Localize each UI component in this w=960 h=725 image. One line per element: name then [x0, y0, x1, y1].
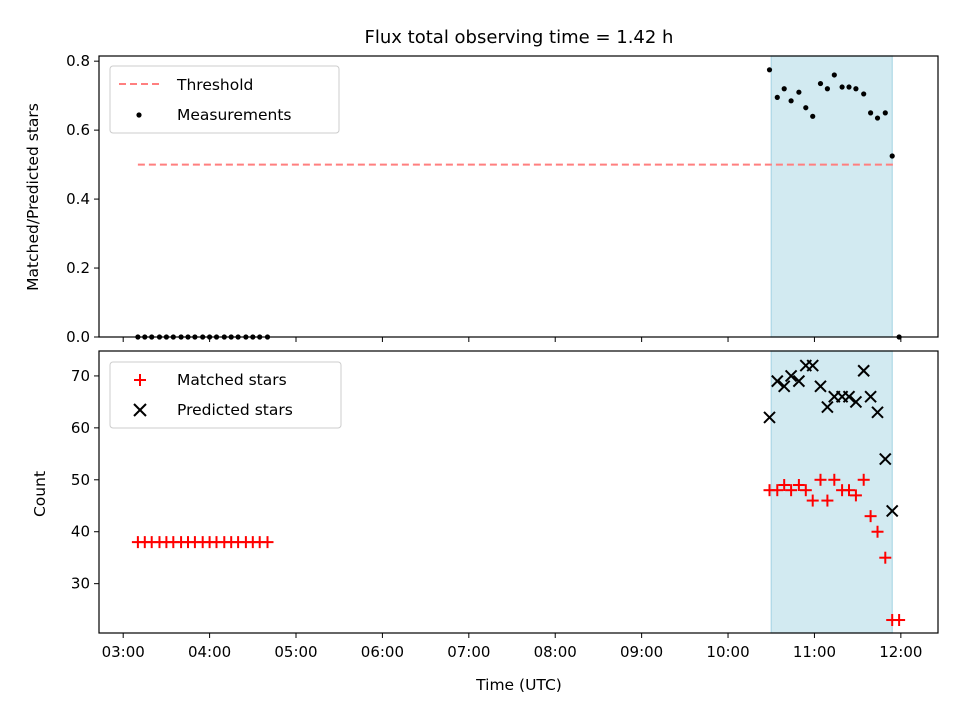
top-panel: 0.00.20.40.60.8 Matched/Predicted stars …: [24, 52, 939, 346]
measurements-legend-swatch: [136, 112, 142, 118]
predicted-star-point: [857, 364, 870, 377]
predicted-star-point: [763, 411, 776, 424]
measurement-point: [774, 94, 780, 100]
top-y-tick-label: 0.6: [66, 121, 90, 139]
chart-title: Flux total observing time = 1.42 h: [365, 27, 674, 48]
bottom-y-tick-label: 60: [71, 419, 90, 437]
bottom-y-axis-label: Count: [31, 471, 49, 517]
predicted-star-point: [821, 400, 834, 414]
x-tick-label: 05:00: [274, 643, 317, 661]
top-legend-box: [109, 65, 340, 134]
bottom-legend-box: [109, 361, 342, 429]
x-tick-label: 03:00: [102, 643, 145, 661]
matched-star-point: [814, 473, 827, 486]
top-y-tick-label: 0.8: [66, 52, 90, 70]
bottom-axes-frame: [98, 350, 939, 634]
matched-star-point: [843, 484, 856, 497]
x-tick-label: 07:00: [447, 643, 490, 661]
x-tick-label: 12:00: [879, 643, 922, 661]
predicted-star-point: [814, 380, 827, 393]
top-y-axis-label: Matched/Predicted stars: [24, 103, 42, 291]
x-tick-label: 10:00: [706, 643, 749, 661]
matched-star-point: [771, 484, 784, 497]
matched-star-point: [778, 478, 791, 491]
measurement-point: [796, 89, 802, 95]
measurement-point: [817, 80, 824, 87]
matched-star-point: [799, 484, 812, 497]
measurement-point: [853, 86, 859, 92]
top-legend: Threshold Measurements: [109, 65, 340, 134]
x-axis-label: Time (UTC): [475, 676, 562, 694]
measurement-point: [824, 86, 831, 92]
matched-legend-swatch: [134, 374, 146, 386]
predicted-star-point: [871, 406, 884, 419]
matched-star-point: [261, 536, 274, 549]
matched-star-point: [792, 478, 805, 491]
predicted-legend-swatch: [133, 403, 147, 417]
x-tick-label: 08:00: [534, 643, 577, 661]
bottom-y-tick-label: 70: [71, 367, 90, 385]
top-axes-frame: [98, 55, 939, 338]
measurement-point: [882, 110, 888, 116]
predicted-star-point: [849, 395, 863, 409]
matched-star-point: [857, 473, 870, 486]
x-tick-label: 04:00: [188, 643, 231, 661]
predicted-star-point: [806, 359, 819, 372]
top-y-tick-label: 0.4: [66, 190, 90, 208]
matched-star-point: [871, 525, 884, 538]
matched-star-point: [785, 484, 798, 497]
measurement-point: [781, 86, 787, 92]
matched-legend-label: Matched stars: [177, 371, 287, 389]
x-tick-label: 11:00: [793, 643, 836, 661]
measurement-point: [874, 115, 881, 121]
measurement-point: [861, 91, 867, 97]
bottom-y-tick-label: 30: [71, 575, 90, 593]
predicted-star-point: [842, 390, 856, 403]
bottom-panel: 30 40 50 60 70 03:00 04:00 05:00 06:00 07:00 08:0…: [31, 350, 939, 694]
predicted-star-point: [777, 380, 791, 393]
measurement-point: [846, 84, 852, 90]
measurement-point: [766, 67, 773, 73]
predicted-star-point: [771, 374, 784, 388]
measurement-point: [788, 98, 794, 104]
top-y-tick-label: 0.2: [66, 259, 90, 277]
measurement-point: [831, 72, 837, 78]
matched-star-point: [821, 494, 834, 507]
threshold-legend-label: Threshold: [176, 76, 253, 94]
predicted-star-point: [864, 390, 877, 403]
predicted-star-point: [885, 504, 899, 518]
predicted-star-point: [879, 452, 892, 466]
matched-star-point: [828, 473, 841, 486]
measurement-point: [868, 110, 874, 116]
matched-star-point: [893, 614, 906, 627]
measurement-point: [803, 105, 809, 111]
matched-star-point: [879, 551, 892, 564]
predicted-legend-label: Predicted stars: [177, 401, 293, 419]
top-y-tick-label: 0.0: [66, 328, 90, 346]
predicted-star-point: [784, 369, 798, 383]
measurement-point: [810, 113, 816, 119]
bottom-y-tick-label: 50: [71, 471, 90, 489]
bottom-y-tick-label: 40: [71, 523, 90, 541]
matched-star-point: [864, 510, 877, 523]
matched-star-point: [849, 489, 862, 502]
matched-star-point: [806, 494, 819, 507]
measurement-point: [839, 84, 845, 90]
predicted-star-point: [792, 374, 806, 388]
observing-window-shade: [770, 55, 893, 338]
x-tick-label: 06:00: [361, 643, 404, 661]
measurements-legend-label: Measurements: [177, 106, 292, 124]
x-tick-label: 09:00: [620, 643, 663, 661]
bottom-legend: Matched stars Predicted stars: [109, 361, 342, 429]
measurement-point: [889, 153, 895, 159]
